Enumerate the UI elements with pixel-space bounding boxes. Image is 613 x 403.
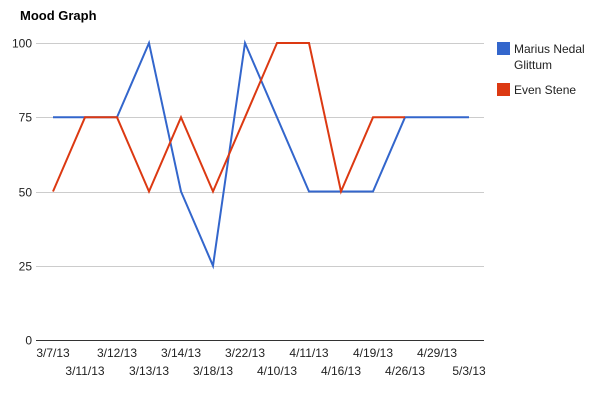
x-tick-label: 3/12/13 [97,346,137,360]
legend: Marius Nedal Glittum Even Stene [497,42,585,97]
x-tick-label: 3/11/13 [65,364,104,378]
x-tick-label: 4/29/13 [417,346,457,360]
x-tick-label: 4/10/13 [257,364,297,378]
y-axis-ticks: 0 25 50 75 100 [12,37,32,348]
y-tick-label: 75 [19,111,33,125]
legend-label: Even Stene [514,83,576,97]
legend-swatch [497,42,510,55]
x-axis-ticks: 3/7/13 3/11/13 3/12/13 3/13/13 3/14/13 3/18/1… [36,346,486,378]
legend-swatch [497,83,510,96]
x-tick-label: 3/14/13 [161,346,201,360]
legend-item-2: Even Stene [497,83,576,97]
x-tick-label: 3/22/13 [225,346,265,360]
x-tick-label: 5/3/13 [452,364,486,378]
x-tick-label: 4/26/13 [385,364,425,378]
legend-label: Marius Nedal Glittum [514,42,585,72]
x-tick-label: 3/7/13 [36,346,70,360]
x-tick-label: 4/16/13 [321,364,361,378]
y-tick-label: 100 [12,37,32,51]
x-tick-label: 3/18/13 [193,364,233,378]
series-lines [52,39,469,270]
x-tick-label: 4/11/13 [289,346,328,360]
chart-title: Mood Graph [20,8,97,23]
series-line-1 [53,39,469,270]
y-tick-label: 50 [19,186,33,200]
gridlines [36,43,484,341]
y-tick-label: 25 [19,260,33,274]
series-line-2 [52,42,405,195]
y-tick-label: 0 [25,334,32,348]
legend-item-1: Marius Nedal Glittum [497,42,585,72]
x-tick-label: 3/13/13 [129,364,169,378]
x-tick-label: 4/19/13 [353,346,393,360]
